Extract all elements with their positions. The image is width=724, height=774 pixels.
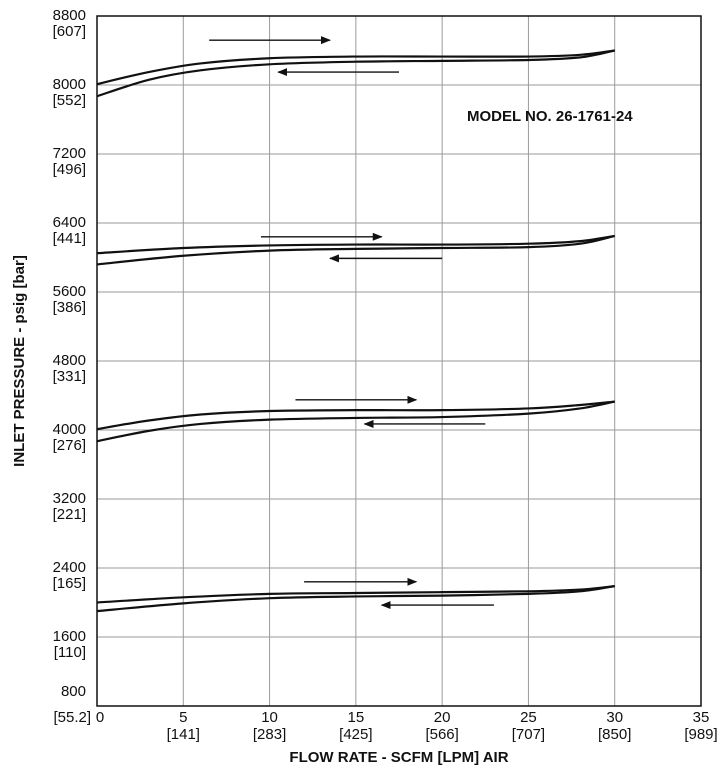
series-line: [96, 49, 615, 98]
y-tick-label: 5600: [53, 283, 86, 300]
x-tick-sublabel: [566]: [425, 726, 458, 743]
y-tick-sublabel: [441]: [53, 230, 86, 247]
x-tick-sublabel: [283]: [253, 726, 286, 743]
y-tick-sublabel: [496]: [53, 161, 86, 178]
y-tick-sublabel: [276]: [53, 437, 86, 454]
y-tick-label: 1600: [53, 628, 86, 645]
plot-frame: [96, 15, 702, 707]
series-line: [96, 234, 615, 255]
y-tick-label: 4800: [53, 352, 86, 369]
x-tick-label: 5: [179, 709, 187, 726]
series-line: [96, 585, 615, 604]
y-tick-sublabel: [110]: [54, 644, 86, 661]
y-tick-label: 6400: [53, 214, 86, 231]
y-tick-sublabel: [331]: [53, 368, 86, 385]
y-tick-label: 8000: [53, 76, 86, 93]
x-tick-sublabel: [707]: [512, 726, 545, 743]
series-line: [96, 585, 615, 613]
series-line: [96, 400, 615, 443]
y-tick-label: 8800: [53, 7, 86, 24]
x-tick-sublabel: [141]: [167, 726, 200, 743]
series-line: [96, 49, 615, 86]
x-tick-sublabel: [55.2]: [53, 709, 91, 726]
x-tick-label: 35: [693, 709, 710, 726]
model-annotation: MODEL NO. 26-1761-24: [467, 108, 633, 125]
y-tick-sublabel: [552]: [53, 92, 86, 109]
y-tick-sublabel: [607]: [53, 23, 86, 40]
x-tick-label: 10: [261, 709, 278, 726]
x-tick-sublabel: [425]: [339, 726, 372, 743]
x-tick-sublabel: [850]: [598, 726, 631, 743]
y-tick-label: 2400: [53, 559, 86, 576]
y-tick-label: 7200: [53, 145, 86, 162]
y-tick-label: 800: [61, 683, 86, 700]
y-tick-sublabel: [221]: [53, 506, 86, 523]
y-tick-label: 3200: [53, 490, 86, 507]
series-line: [96, 234, 615, 266]
x-tick-label: 30: [606, 709, 623, 726]
x-tick-label: 25: [520, 709, 537, 726]
y-tick-sublabel: [165]: [53, 575, 86, 592]
x-tick-label: 0: [96, 709, 104, 726]
x-tick-sublabel: [989]: [684, 726, 717, 743]
y-tick-label: 4000: [53, 421, 86, 438]
x-tick-label: 15: [348, 709, 365, 726]
x-tick-label: 20: [434, 709, 451, 726]
y-tick-sublabel: [386]: [53, 299, 86, 316]
y-axis-title: INLET PRESSURE - psig [bar]: [11, 255, 28, 467]
series-line: [96, 400, 615, 431]
x-axis-title: FLOW RATE - SCFM [LPM] AIR: [289, 749, 508, 766]
